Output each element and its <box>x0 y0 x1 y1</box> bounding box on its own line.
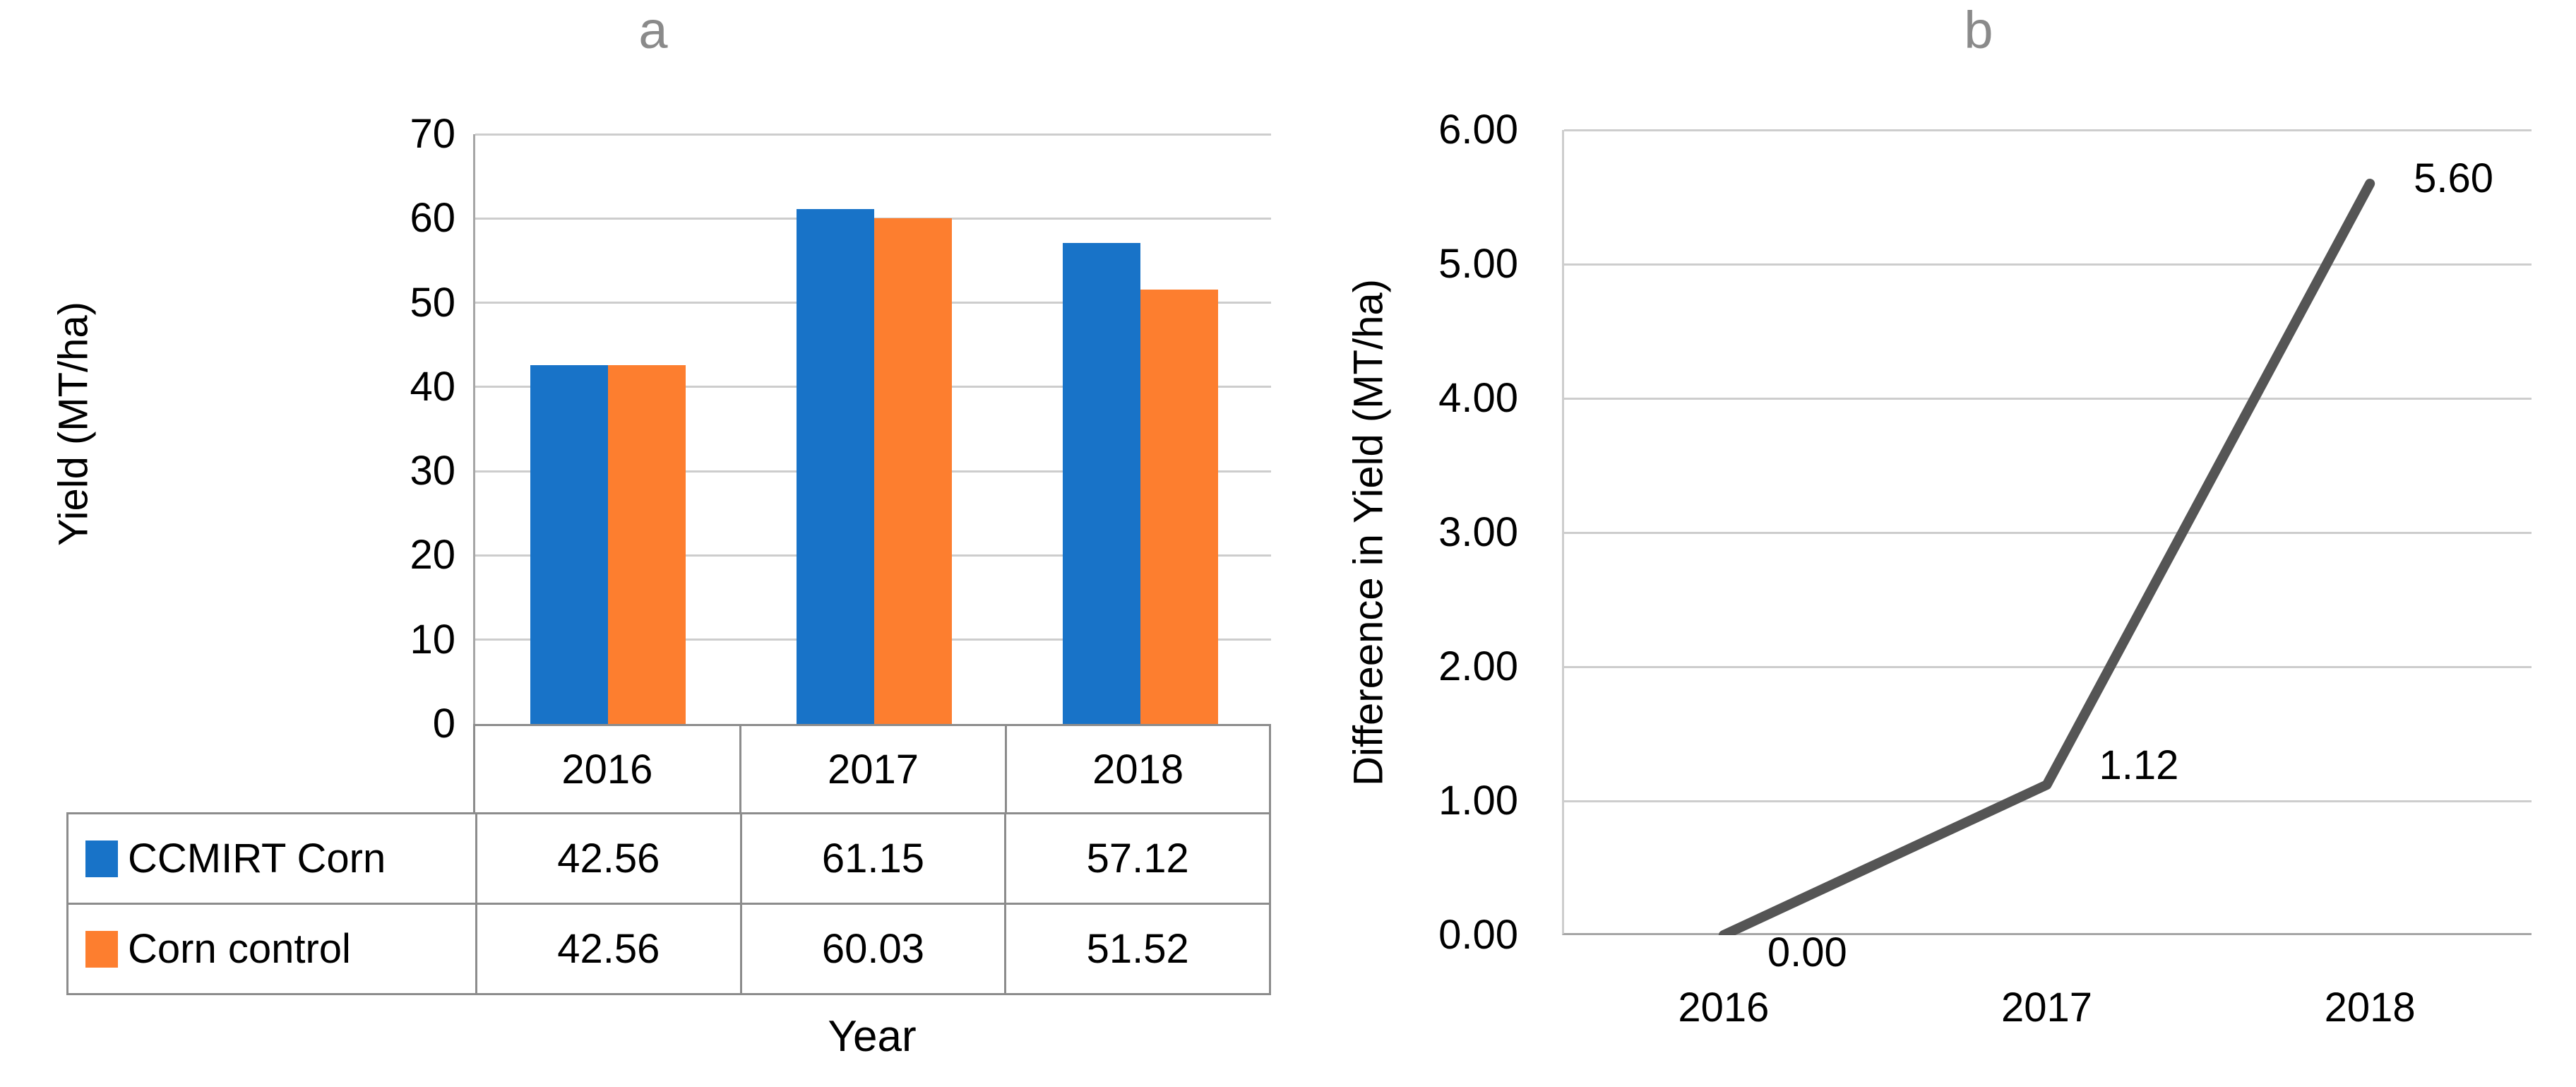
panel-a-ytick-30: 30 <box>410 448 455 494</box>
data-table-header-row: 2016 2017 2018 <box>473 724 1271 812</box>
panel-a-ytick-60: 60 <box>410 195 455 242</box>
bar-ccmirt-corn-2017 <box>797 208 874 724</box>
bar-corn-control-2016 <box>608 365 686 724</box>
series-label-cell: CCMIRT Corn <box>68 814 475 903</box>
data-label-2016: 0.00 <box>1767 929 1847 975</box>
panel-a-plot-area <box>473 133 1271 724</box>
data-label-2017: 1.12 <box>2099 742 2179 789</box>
gridline <box>1564 531 2532 534</box>
table-row-ccmirt-corn: CCMIRT Corn 42.56 61.15 57.12 <box>68 814 1269 903</box>
legend-swatch-corn-control <box>85 930 118 968</box>
value-cell: 51.52 <box>1004 905 1269 993</box>
panel-b-ytick-3.00: 3.00 <box>1438 509 1518 555</box>
data-table-header-2018: 2018 <box>1005 726 1271 812</box>
value-cell: 42.56 <box>475 905 740 993</box>
panel-b-xtick-2017: 2017 <box>2000 985 2093 1030</box>
gridline <box>1564 129 2532 131</box>
difference-line-svg <box>1718 179 2375 935</box>
panel-a-y-axis-title: Yield (MT/ha) <box>50 302 97 546</box>
panel-a-ytick-10: 10 <box>410 616 455 663</box>
value-cell: 60.03 <box>739 905 1005 993</box>
bar-ccmirt-corn-2018 <box>1062 242 1140 724</box>
panel-a-x-axis-title: Year <box>828 1012 917 1061</box>
panel-b-ytick-5.00: 5.00 <box>1438 241 1518 287</box>
panel-b-ytick-2.00: 2.00 <box>1438 643 1518 689</box>
data-table-header-2016: 2016 <box>473 726 739 812</box>
panel-b-ytick-6.00: 6.00 <box>1438 107 1518 153</box>
table-row-corn-control: Corn control 42.56 60.03 51.52 <box>68 903 1269 993</box>
panel-b-xtick-2016: 2016 <box>1678 985 1770 1030</box>
panel-b-ytick-1.00: 1.00 <box>1438 778 1518 824</box>
bar-ccmirt-corn-2016 <box>530 365 609 724</box>
panel-a-ytick-70: 70 <box>410 111 455 157</box>
panel-b-ytick-0.00: 0.00 <box>1438 912 1518 958</box>
value-cell: 57.12 <box>1004 814 1269 903</box>
panel-b-ytick-4.00: 4.00 <box>1438 375 1518 421</box>
data-table-body: CCMIRT Corn 42.56 61.15 57.12 Corn contr… <box>66 812 1271 995</box>
legend-swatch-ccmirt-corn <box>85 840 118 877</box>
panel-a-ytick-40: 40 <box>410 363 455 410</box>
gridline <box>1564 397 2532 400</box>
gridline <box>1564 263 2532 266</box>
panel-b-plot-area <box>1562 129 2532 935</box>
difference-line <box>1718 179 2375 935</box>
bar-corn-control-2018 <box>1140 290 1218 724</box>
panel-a-ytick-50: 50 <box>410 279 455 326</box>
gridline <box>1564 665 2532 668</box>
series-name: CCMIRT Corn <box>128 836 386 881</box>
data-label-2018: 5.60 <box>2414 155 2494 201</box>
gridline <box>475 133 1271 136</box>
gridline <box>1564 800 2532 802</box>
panel-b-title: b <box>1964 1 1993 59</box>
value-cell: 61.15 <box>739 814 1005 903</box>
value-cell: 42.56 <box>475 814 740 903</box>
panel-a-title: a <box>638 1 668 59</box>
panel-a-ytick-20: 20 <box>410 532 455 578</box>
series-label-cell: Corn control <box>68 905 475 993</box>
data-table-header-2017: 2017 <box>739 726 1006 812</box>
panel-a-ytick-0: 0 <box>432 701 455 747</box>
bar-corn-control-2017 <box>874 218 952 724</box>
series-name: Corn control <box>128 926 351 972</box>
panel-b-xtick-2018: 2018 <box>2324 985 2416 1030</box>
